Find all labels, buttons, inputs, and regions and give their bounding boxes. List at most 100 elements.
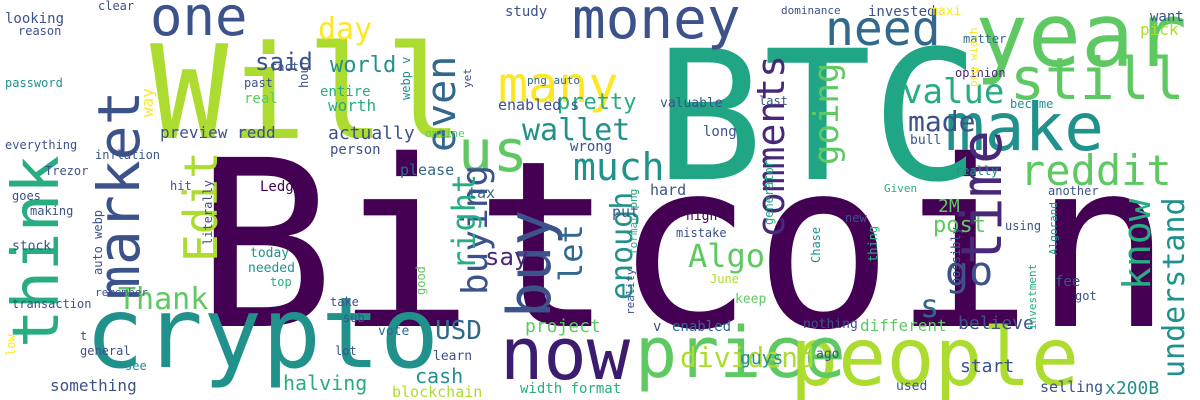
word-go: go: [945, 249, 994, 295]
word-chase: Chase: [809, 226, 823, 263]
word-format-png: format png: [627, 188, 640, 255]
word-transaction: transaction: [12, 297, 92, 311]
word-study: study: [505, 4, 548, 20]
word-low: low: [4, 334, 18, 356]
word-will: Will: [150, 17, 464, 169]
word-actually: actually: [328, 123, 415, 144]
word-looking: looking: [5, 11, 65, 27]
word-goes: goes: [12, 189, 41, 203]
word-thank: Thank: [118, 282, 209, 317]
word-s: s: [920, 287, 940, 325]
word-matter: matter: [963, 32, 1007, 46]
word-price: price: [635, 312, 846, 394]
word-become: become: [1010, 97, 1054, 111]
word-trezor: Trezor: [45, 164, 89, 178]
word-let: let: [552, 224, 590, 282]
word-top: top: [270, 275, 292, 289]
word-enabled-s: enabled s: [498, 96, 580, 114]
word-last: last: [759, 94, 788, 108]
word-something: something: [50, 376, 137, 395]
word-t: t: [80, 329, 88, 343]
word-clear: clear: [98, 0, 135, 13]
word-said: said: [255, 48, 313, 76]
word-year: year: [975, 0, 1187, 87]
word-everything: everything: [5, 138, 78, 152]
word-bitcoin: Bitcoin: [195, 111, 1173, 381]
word-algorand: Algorand: [1047, 202, 1060, 255]
word-png-auto: png auto: [527, 74, 580, 87]
word-want: want: [1150, 9, 1184, 25]
word-investment: investment: [1026, 263, 1039, 330]
word-many: many: [498, 56, 619, 114]
word-given: Given: [884, 182, 918, 195]
word-person: person: [330, 142, 381, 158]
word-today: today: [250, 246, 290, 261]
word-see: see: [125, 359, 147, 373]
word-preview-redd: preview redd: [160, 123, 276, 142]
word-keep: keep: [735, 292, 767, 307]
word-people: people: [790, 311, 1079, 400]
word-blockchain: blockchain: [392, 383, 483, 400]
word-dividend: dividend: [680, 341, 815, 374]
word-different: different: [860, 316, 947, 335]
word-x200b: x200B: [1105, 378, 1160, 399]
word-ago: ago: [816, 347, 840, 362]
word-v: v: [653, 319, 662, 335]
word-past: past: [244, 76, 273, 90]
word-reason: reason: [18, 24, 62, 38]
word-fee: fee: [1055, 274, 1081, 290]
word-webp-v: webp v: [399, 56, 413, 100]
word-put: put: [612, 203, 640, 221]
word-project: project: [525, 316, 601, 337]
word-password: password: [5, 76, 63, 90]
word-wrong: wrong: [570, 139, 613, 155]
word-valuable: valuable: [660, 96, 723, 111]
word-way: way: [138, 88, 157, 117]
word-reddit: reddit: [1020, 146, 1172, 195]
word-good: good: [414, 266, 428, 295]
word-bull: bull: [910, 133, 942, 148]
word-wallet: wallet: [522, 113, 631, 148]
word-algo: Algo: [688, 237, 766, 275]
word-world: world: [330, 53, 397, 78]
word-know: know: [1115, 198, 1159, 290]
word-june: June: [710, 272, 739, 286]
word-selling: selling: [1040, 378, 1104, 396]
word-new: new: [845, 211, 867, 225]
word-btc: BTC: [655, 13, 981, 222]
word-generator: generator: [762, 159, 776, 225]
word-maxi: maxi: [930, 4, 962, 19]
word-pretty: pretty: [557, 90, 637, 115]
word-worth: worth: [328, 96, 377, 115]
word-hit: hit: [170, 179, 192, 193]
word-2m: 2M: [938, 196, 960, 217]
word-much: much: [573, 145, 665, 189]
word-still: still: [1010, 45, 1185, 113]
word-going: going: [807, 62, 847, 165]
word-inflation: inflation: [95, 148, 161, 162]
word-one: one: [150, 0, 248, 48]
word-cash: cash: [415, 364, 464, 388]
word-invested: invested: [868, 4, 936, 20]
word-enabled: enabled: [672, 319, 732, 335]
word-vote: vote: [378, 324, 410, 339]
word-hard: hard: [650, 181, 687, 199]
word-width-format: width format: [520, 381, 622, 397]
word-say: say: [485, 243, 529, 271]
word-sub: sub: [343, 311, 365, 325]
word-understand: understand: [1157, 197, 1192, 378]
word-value: value: [902, 72, 1005, 112]
word-day: day: [318, 12, 373, 47]
word-us: us: [458, 117, 528, 185]
word-thing: thing: [866, 225, 880, 262]
word-halving: halving: [283, 371, 368, 395]
word-crypto: crypto: [85, 277, 440, 391]
word-long: long: [703, 124, 737, 140]
word-pick: pick: [1140, 20, 1179, 39]
word-now: now: [500, 312, 631, 396]
word-real: real: [244, 91, 278, 107]
word-mistake: mistake: [676, 226, 727, 240]
word-making: making: [30, 204, 74, 218]
word-learn: learn: [433, 349, 473, 364]
